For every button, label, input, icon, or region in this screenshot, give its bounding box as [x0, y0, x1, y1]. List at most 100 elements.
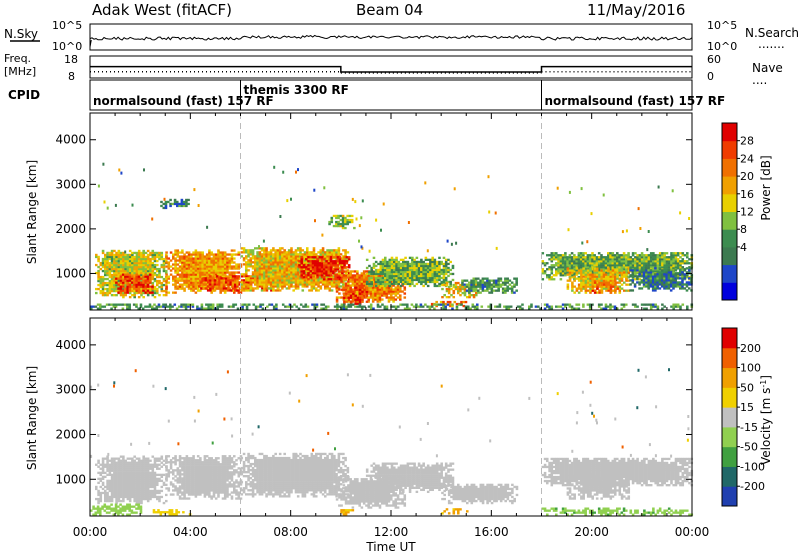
power-echo-cell	[330, 289, 334, 292]
power-echo-cell	[663, 281, 666, 284]
power-echo-cell	[276, 285, 280, 288]
power-echo-cell	[181, 261, 184, 264]
power-echo-cell	[290, 285, 293, 288]
power-echo-cell	[292, 279, 295, 282]
power-echo-cell	[449, 282, 452, 286]
power-echo-cell	[577, 264, 581, 267]
power-echo-cell	[374, 278, 378, 282]
power-echo-cell	[390, 270, 394, 274]
power-echo-cell	[602, 262, 606, 265]
power-echo-cell	[392, 290, 395, 293]
power-echo-cell	[634, 252, 637, 255]
power-echo-cell	[328, 283, 332, 286]
power-echo-cell	[167, 263, 171, 266]
power-echo-cell	[559, 256, 563, 259]
power-echo-cell	[571, 287, 574, 290]
power-echo-cell	[338, 256, 342, 259]
power-echo-cell	[263, 247, 266, 250]
power-echo-cell	[559, 254, 563, 257]
power-echo-cell	[495, 279, 498, 282]
power-echo-cell	[133, 281, 136, 284]
power-echo-cell	[582, 256, 585, 259]
power-echo-cell	[315, 283, 318, 286]
power-echo-cell	[214, 255, 218, 258]
power-echo-cell	[605, 279, 608, 282]
power-echo-cell	[413, 266, 416, 270]
power-echo-cell	[183, 289, 186, 292]
power-echo-cell	[206, 277, 210, 280]
power-echo-cell	[573, 264, 576, 267]
power-echo-cell	[269, 257, 273, 260]
power-echo-cell	[146, 263, 150, 267]
power-echo-cell	[315, 287, 318, 290]
power-echo-cell	[130, 285, 134, 288]
power-echo-cell	[119, 277, 123, 280]
power-echo-cell	[333, 253, 336, 256]
power-echo-cell	[667, 283, 671, 286]
power-echo-cell	[339, 253, 343, 256]
power-echo-cell	[106, 259, 109, 263]
power-echo-cell	[570, 266, 574, 269]
power-echo-cell	[570, 258, 574, 261]
power-echo-cell	[396, 288, 400, 291]
power-echo-cell	[649, 269, 653, 272]
power-echo-cell	[156, 263, 159, 267]
power-echo-cell	[210, 291, 213, 294]
power-echo-cell	[433, 282, 437, 286]
power-echo-cell	[649, 262, 653, 265]
power-echo-cell	[281, 261, 284, 264]
power-echo-cell	[208, 271, 211, 274]
power-echo-cell	[607, 277, 610, 280]
power-echo-cell	[384, 268, 387, 272]
power-echo-cell	[210, 257, 213, 260]
power-echo-cell	[627, 269, 631, 272]
power-echo-cell	[611, 268, 615, 271]
power-echo-cell	[588, 260, 592, 263]
power-echo-cell	[285, 259, 289, 262]
nsearch-legend-dots: .......	[758, 37, 785, 51]
power-echo-cell	[643, 260, 646, 263]
power-echo-cell	[413, 272, 416, 276]
power-echo-cell	[383, 280, 386, 283]
power-echo-cell	[309, 262, 313, 265]
power-echo-cell	[240, 289, 244, 292]
power-echo-cell	[316, 258, 319, 261]
power-echo-cell	[561, 260, 565, 263]
power-region-5	[298, 256, 351, 281]
power-echo-cell	[110, 281, 114, 285]
power-echo-cell	[194, 285, 198, 288]
power-echo-cell	[586, 277, 590, 280]
power-echo-cell	[435, 300, 438, 304]
power-echo-cell	[178, 283, 182, 286]
power-echo-cell	[401, 290, 404, 293]
power-echo-cell	[399, 278, 403, 282]
power-echo-cell	[584, 275, 588, 278]
power-echo-cell	[174, 277, 177, 280]
power-echo-cell	[370, 266, 373, 270]
power-echo-cell	[406, 262, 410, 266]
power-echo-cell	[315, 281, 318, 284]
power-echo-cell	[550, 252, 554, 255]
power-echo-cell	[378, 294, 382, 297]
power-echo-cell	[651, 273, 655, 276]
power-echo-cell	[274, 257, 277, 260]
power-echo-cell	[356, 290, 359, 293]
power-echo-cell	[413, 276, 416, 280]
power-echo-cell	[181, 257, 184, 260]
power-echo-cell	[395, 256, 398, 260]
power-echo-cell	[658, 252, 662, 255]
power-echo-cell	[172, 257, 175, 260]
power-echo-cell	[580, 277, 583, 280]
power-echo-cell	[146, 285, 150, 288]
power-echo-cell	[488, 283, 491, 286]
power-echo-cell	[490, 291, 494, 294]
power-echo-cell	[181, 287, 184, 290]
power-echo-cell	[593, 267, 597, 270]
power-echo-cell	[238, 283, 242, 286]
power-echo-cell	[272, 247, 275, 250]
power-echo-cell	[651, 279, 655, 282]
power-echo-cell	[190, 257, 193, 260]
power-echo-cell	[192, 289, 195, 292]
power-echo-cell	[679, 264, 682, 267]
power-echo-cell	[178, 259, 182, 262]
